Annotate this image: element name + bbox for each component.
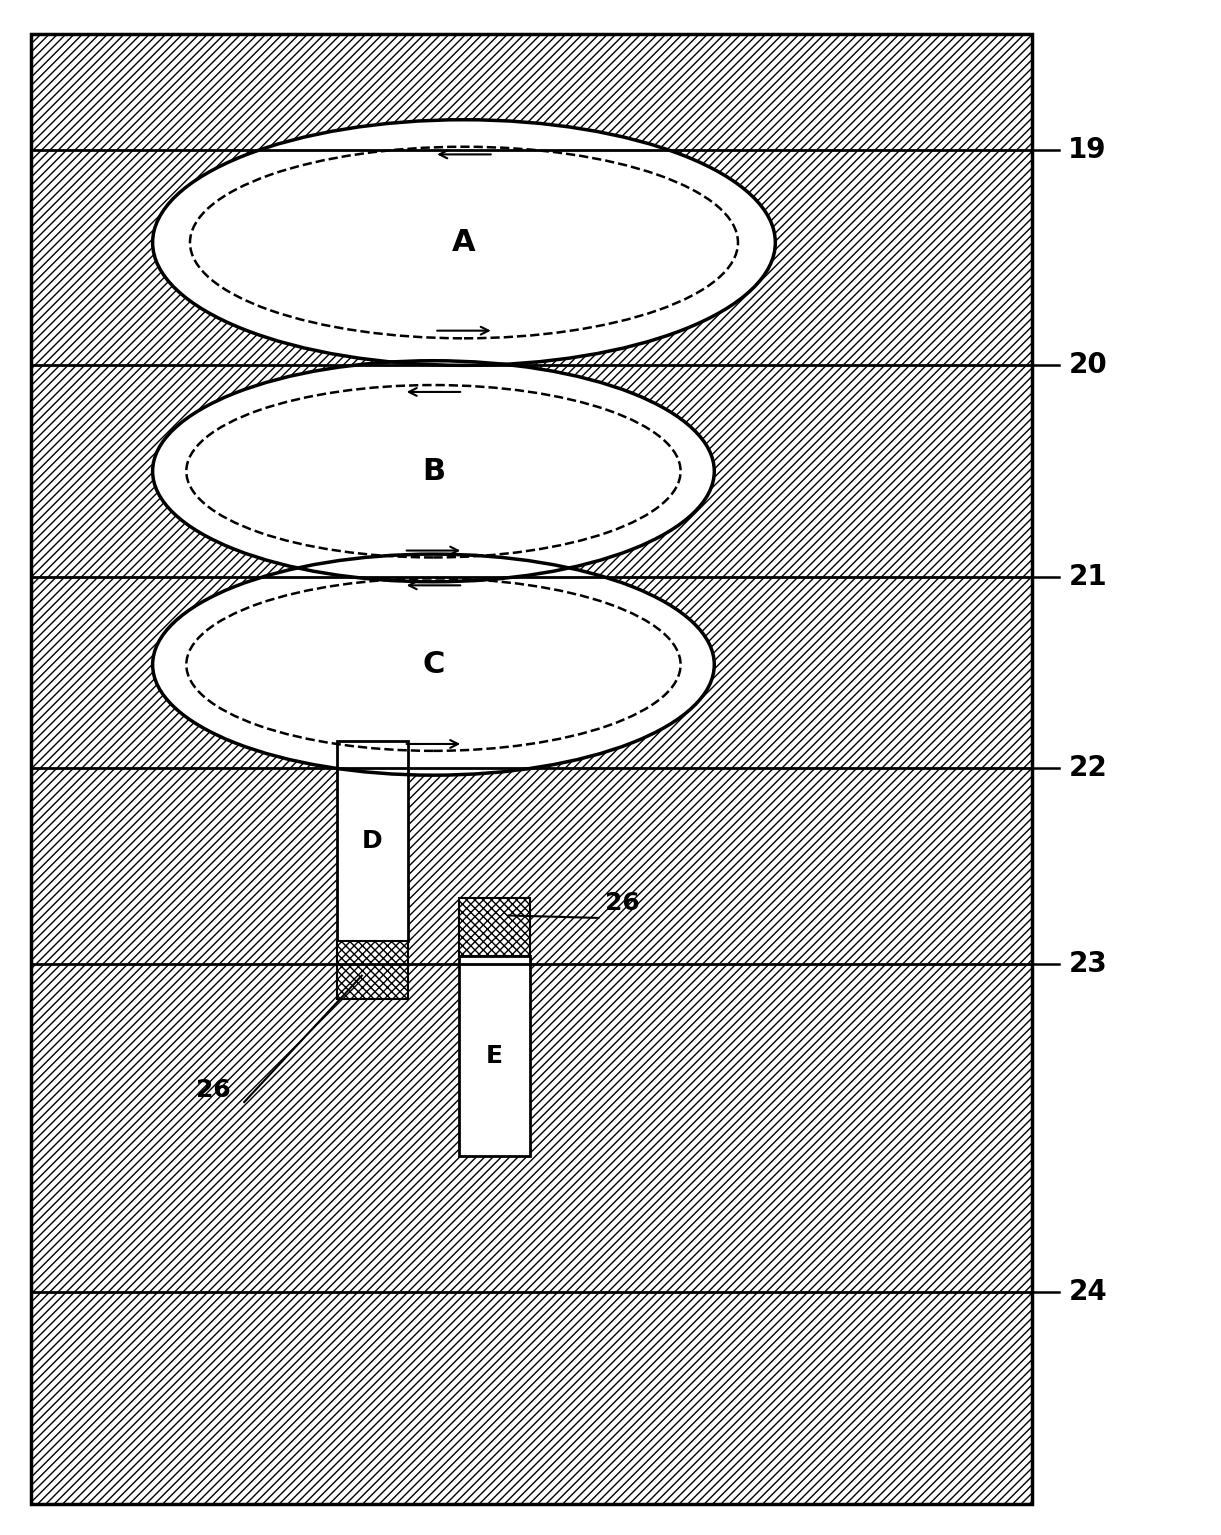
Text: 26: 26	[197, 1078, 231, 1102]
Text: 22: 22	[1068, 754, 1107, 781]
Bar	[31, 34, 1032, 1504]
Bar	[459, 956, 530, 1156]
Text: 26: 26	[606, 890, 640, 915]
Text: D: D	[363, 829, 382, 853]
Bar	[459, 898, 530, 956]
Text: C: C	[422, 651, 444, 678]
Text: 23: 23	[1068, 950, 1107, 978]
Text: B: B	[422, 457, 444, 485]
Text: 21: 21	[1068, 563, 1107, 591]
Ellipse shape	[153, 554, 714, 775]
Text: E: E	[486, 1044, 503, 1068]
Bar	[337, 941, 408, 999]
Text: 19: 19	[1068, 137, 1107, 164]
Bar	[337, 741, 408, 941]
Text: 24: 24	[1068, 1279, 1107, 1306]
Text: 20: 20	[1068, 352, 1107, 379]
Text: A: A	[452, 229, 476, 256]
Ellipse shape	[153, 361, 714, 582]
Ellipse shape	[153, 120, 775, 365]
